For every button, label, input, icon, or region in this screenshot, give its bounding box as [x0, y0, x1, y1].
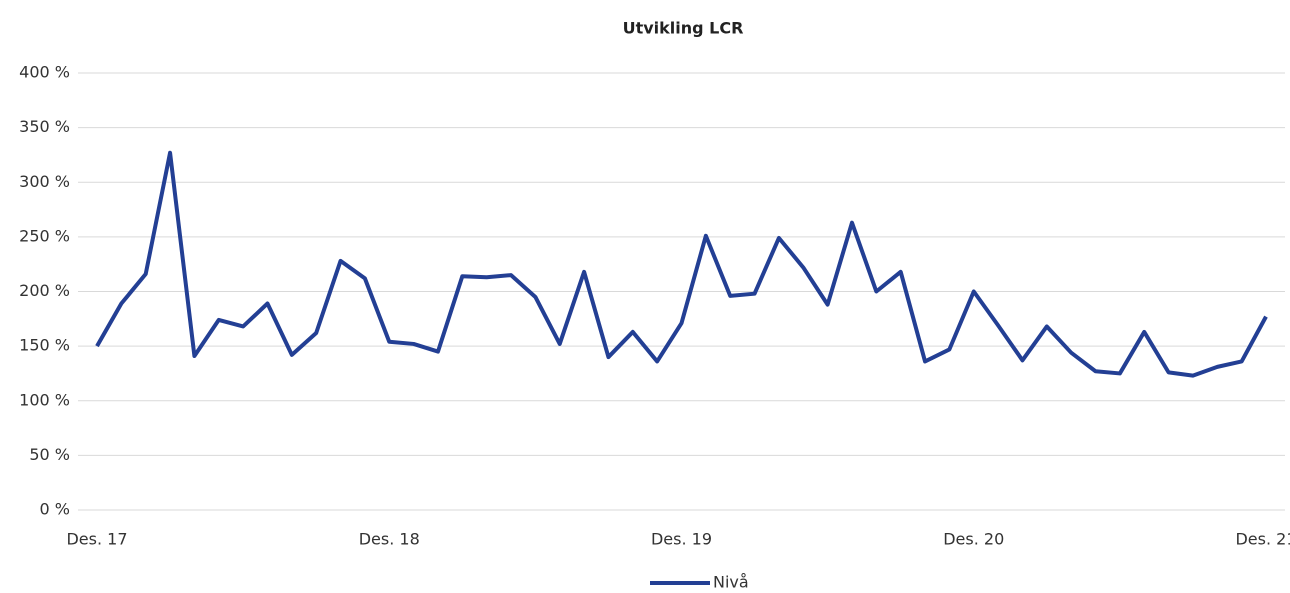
x-tick-label: Des. 20: [943, 530, 1004, 549]
x-tick-label: Des. 21: [1235, 530, 1290, 549]
x-tick-label: Des. 19: [651, 530, 712, 549]
x-tick-label: Des. 17: [66, 530, 127, 549]
y-tick-label: 350 %: [19, 117, 70, 136]
y-tick-label: 0 %: [40, 500, 70, 519]
y-tick-label: 100 %: [19, 390, 70, 409]
y-tick-label: 50 %: [29, 445, 70, 464]
y-tick-label: 200 %: [19, 281, 70, 300]
y-tick-label: 400 %: [19, 63, 70, 82]
legend-label: Nivå: [713, 573, 749, 592]
line-series: [95, 150, 1268, 378]
y-tick-label: 150 %: [19, 336, 70, 355]
y-tick-label: 300 %: [19, 172, 70, 191]
x-tick-label: Des. 18: [359, 530, 420, 549]
y-tick-label: 250 %: [19, 226, 70, 245]
chart-title: Utvikling LCR: [623, 19, 744, 38]
